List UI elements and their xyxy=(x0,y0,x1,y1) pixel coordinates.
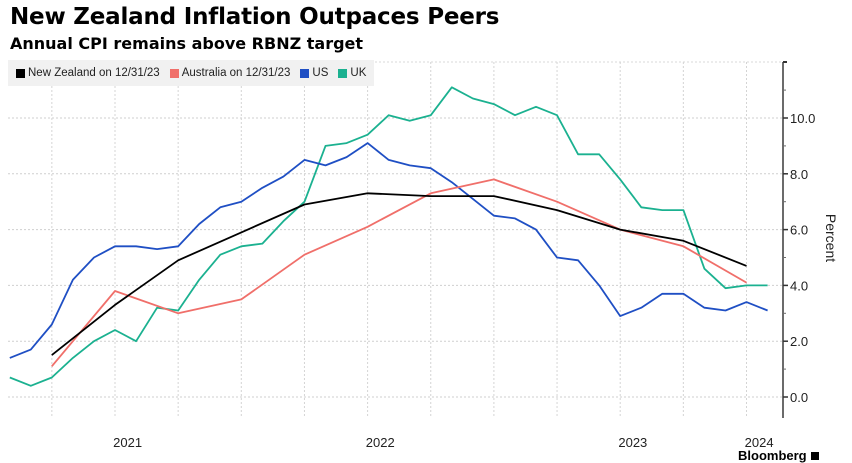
square-icon xyxy=(338,68,348,78)
square-icon xyxy=(300,68,310,78)
y-tick-label: 10.0 xyxy=(790,111,815,126)
square-icon xyxy=(169,68,179,78)
grid xyxy=(8,61,783,418)
x-tick-label: 2024 xyxy=(745,435,774,450)
legend-label: US xyxy=(312,67,329,79)
x-axis-labels: 2021 2022 2023 2024 xyxy=(113,435,773,450)
y-tick-label: 8.0 xyxy=(790,167,808,182)
x-tick-label: 2021 xyxy=(113,435,142,450)
y-tick-label: 6.0 xyxy=(790,223,808,238)
legend-item-uk: UK xyxy=(338,67,366,79)
series-line-us xyxy=(9,142,768,359)
legend-item-new-zealand: New Zealand on 12/31/23 xyxy=(16,67,160,79)
series-line-uk xyxy=(9,86,768,387)
x-tick-label: 2022 xyxy=(366,435,395,450)
series-lines xyxy=(9,86,768,387)
legend: New Zealand on 12/31/23 Australia on 12/… xyxy=(8,60,375,86)
chart-title: New Zealand Inflation Outpaces Peers xyxy=(10,4,500,30)
y-axis-title: Percent xyxy=(823,214,839,262)
square-icon xyxy=(16,68,25,78)
x-tick-label: 2023 xyxy=(618,435,647,450)
brand-square-icon xyxy=(810,452,819,460)
chart-subtitle: Annual CPI remains above RBNZ target xyxy=(10,34,364,53)
y-tick-label: 2.0 xyxy=(790,334,808,349)
y-tick-label: 0.0 xyxy=(790,390,808,405)
legend-label: New Zealand on 12/31/23 xyxy=(28,67,160,79)
y-tick-label: 4.0 xyxy=(790,278,808,293)
legend-item-australia: Australia on 12/31/23 xyxy=(169,67,291,79)
legend-label: UK xyxy=(350,67,367,79)
legend-label: Australia on 12/31/23 xyxy=(181,67,291,79)
series-line-new xyxy=(51,192,747,356)
legend-item-us: US xyxy=(300,67,328,79)
y-axis: 0.0 2.0 4.0 6.0 8.0 10.0 xyxy=(782,61,815,418)
series-line-australia xyxy=(51,178,747,367)
